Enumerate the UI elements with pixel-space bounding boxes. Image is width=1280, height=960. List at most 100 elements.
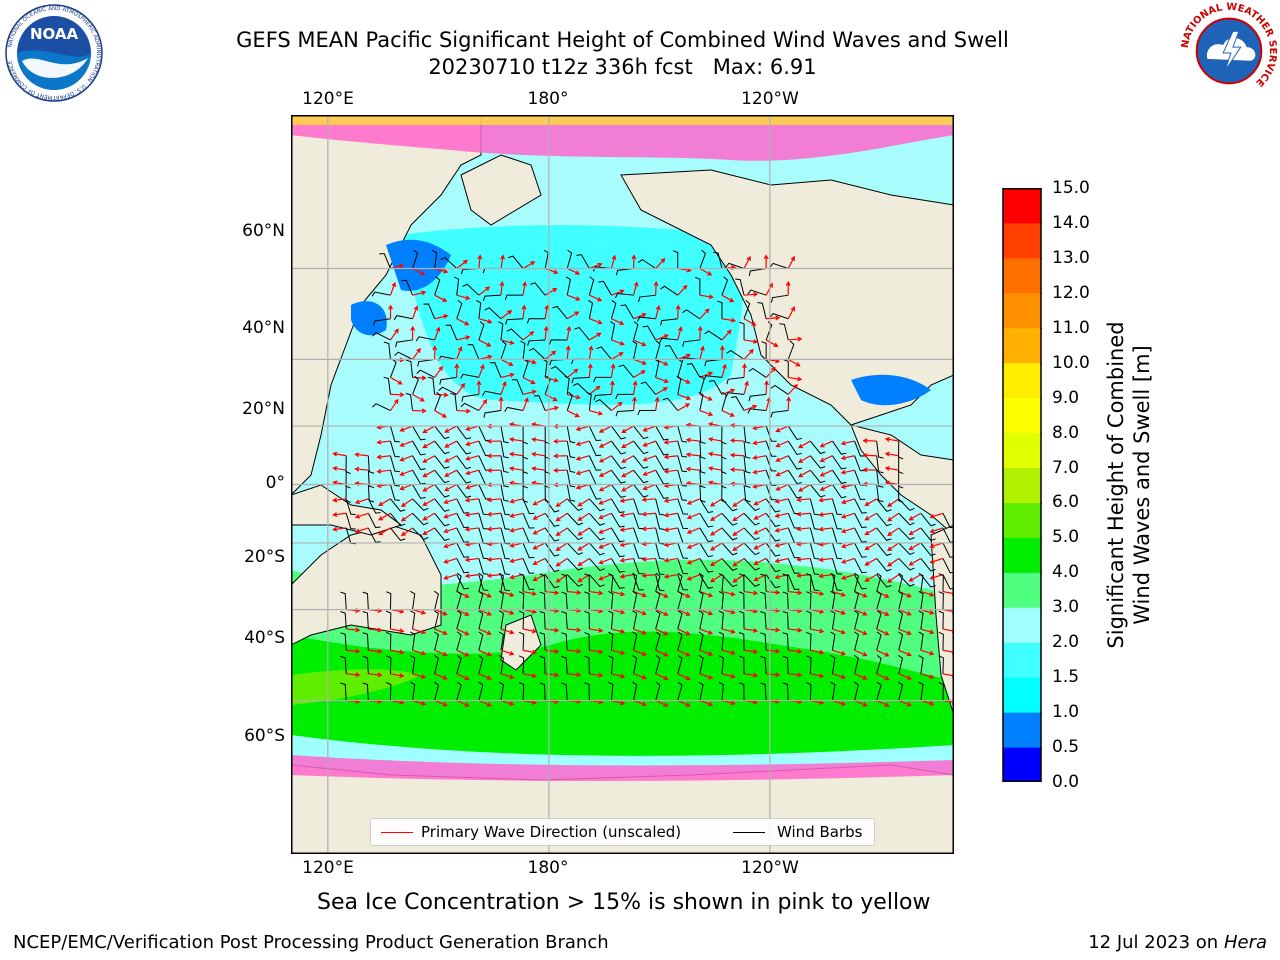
vector-glyph	[561, 655, 582, 678]
wind-barb	[462, 283, 480, 296]
vector-glyph	[637, 258, 666, 269]
vector-glyph	[577, 498, 605, 512]
colorbar-tick-label: 7.0	[1052, 457, 1080, 478]
wave-direction-arrow	[699, 609, 714, 616]
wind-barb	[726, 349, 745, 360]
wind-barb	[830, 681, 836, 701]
wind-barb	[390, 527, 406, 541]
wind-barb	[659, 337, 678, 343]
wave-direction-arrow	[532, 512, 546, 520]
wind-barb	[504, 294, 524, 300]
wave-direction-arrow	[887, 542, 900, 552]
vector-glyph	[575, 440, 602, 457]
colorbar-ticks: 15.0 14.0 13.0 12.0 11.0 10.0 9.0 8.0 7.0 6.0 5.0 4…	[1052, 178, 1112, 792]
wind-barb	[539, 632, 546, 651]
wind-barb	[832, 484, 847, 499]
wave-direction-arrow	[545, 627, 560, 633]
wind-barb	[539, 655, 546, 674]
wind-barb	[708, 380, 723, 395]
wind-barb	[362, 655, 369, 674]
wind-barb	[854, 527, 867, 543]
vector-glyph	[571, 363, 593, 384]
wave-direction-arrow	[920, 628, 935, 635]
vector-glyph	[561, 573, 582, 595]
wind-barb	[698, 610, 704, 630]
wave-direction-arrow	[332, 526, 347, 532]
vector-glyph	[752, 469, 777, 486]
wave-direction-arrow	[675, 304, 681, 319]
wave-direction-arrow	[478, 673, 492, 680]
wave-direction-arrow	[929, 542, 944, 549]
wave-direction-arrow	[663, 468, 678, 474]
vector-glyph	[461, 380, 482, 402]
wave-direction-arrow	[531, 437, 546, 443]
wave-direction-arrow	[796, 511, 811, 517]
wave-direction-arrow	[566, 368, 579, 378]
vector-glyph	[775, 469, 802, 485]
wave-direction-arrow	[478, 318, 493, 324]
vector-glyph	[410, 590, 427, 615]
wind-barb	[677, 610, 683, 630]
wave-direction-arrow	[699, 628, 714, 635]
vector-glyph	[464, 573, 489, 591]
wind-barb	[550, 365, 568, 378]
wind-barb	[633, 558, 644, 575]
vector-glyph	[433, 681, 448, 707]
wind-barb	[854, 681, 860, 701]
wave-direction-arrow	[775, 455, 789, 462]
vector-glyph	[476, 300, 493, 324]
wave-direction-arrow	[412, 699, 427, 706]
wave-direction-arrow	[456, 649, 470, 657]
vector-glyph	[676, 375, 692, 401]
wind-barb	[854, 631, 860, 651]
wave-direction-arrow	[840, 440, 855, 446]
wave-direction-arrow	[699, 294, 714, 300]
vector-glyph	[405, 359, 427, 381]
footer-org: NCEP/EMC/Verification Post Processing Pr…	[13, 932, 609, 953]
wind-barb	[588, 455, 602, 471]
wind-barb	[566, 527, 584, 541]
wave-direction-arrow	[633, 628, 647, 635]
wind-barb	[938, 682, 944, 701]
wind-barb	[565, 276, 571, 296]
wave-direction-arrow	[434, 649, 448, 657]
vector-glyph	[505, 304, 527, 325]
vector-glyph	[444, 425, 472, 440]
wind-barb	[938, 591, 944, 610]
vector-glyph	[445, 324, 471, 341]
wave-direction-arrow	[575, 425, 590, 432]
colorbar-segment	[1003, 292, 1041, 329]
footer-date-text: 12 Jul 2023 on	[1088, 932, 1224, 953]
wave-direction-arrow	[920, 649, 935, 656]
wave-direction-arrow	[509, 512, 524, 518]
wave-direction-arrow	[732, 542, 745, 551]
wind-barb	[518, 591, 525, 610]
wave-direction-arrow	[619, 573, 634, 579]
wave-direction-arrow	[832, 591, 847, 597]
vector-glyph	[376, 454, 400, 473]
wind-barb	[608, 610, 614, 630]
wind-barb	[806, 573, 812, 592]
vector-glyph	[577, 512, 605, 526]
wind-barb	[500, 542, 511, 560]
vector-glyph	[818, 557, 843, 575]
wave-direction-arrow	[677, 393, 692, 401]
wind-barb	[787, 440, 802, 456]
wind-barb	[787, 455, 802, 470]
wind-barb	[633, 484, 649, 498]
vector-glyph	[686, 498, 714, 514]
vector-glyph	[486, 497, 511, 516]
wind-barb	[831, 558, 843, 575]
wave-direction-arrow	[677, 284, 688, 296]
vector-glyph	[908, 557, 936, 572]
vector-glyph	[770, 383, 798, 395]
wave-direction-arrow	[346, 627, 361, 633]
wave-direction-arrow	[655, 609, 669, 616]
vector-glyph	[511, 379, 537, 395]
wave-direction-arrow	[589, 332, 602, 341]
wind-barb	[522, 484, 528, 503]
wave-direction-arrow	[810, 673, 825, 679]
wind-barb	[478, 542, 489, 560]
wind-barb	[748, 367, 767, 378]
lat-tick-20n: 20°N	[242, 399, 285, 419]
